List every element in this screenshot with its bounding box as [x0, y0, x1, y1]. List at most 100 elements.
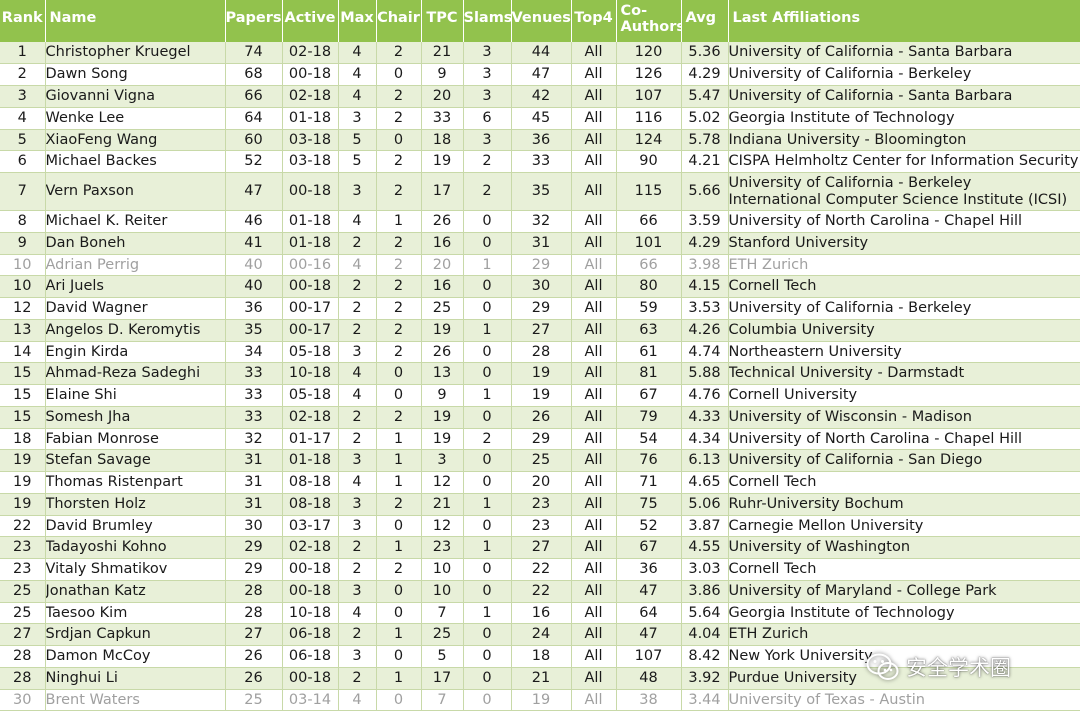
max-cell: 2	[338, 319, 377, 342]
table-row[interactable]: 1 Christopher Kruegel 74 02-18 4 2 21 3 44 All 120…	[0, 42, 1080, 65]
slams-cell: 0	[463, 580, 512, 603]
venues-cell: 45	[511, 107, 572, 130]
table-row[interactable]: 19 Thorsten Holz 31 08-18 3 2 21 1 23 All 75 5.06 Ru…	[0, 493, 1080, 516]
venues-cell: 30	[511, 275, 572, 298]
col-top4-header[interactable]: Top4	[571, 0, 617, 42]
tpc-cell: 9	[421, 384, 464, 407]
chair-cell: 2	[376, 341, 422, 364]
max-cell: 4	[338, 471, 377, 494]
max-cell: 2	[338, 623, 377, 646]
col-papers-header[interactable]: Papers	[225, 0, 283, 42]
venues-cell: 27	[511, 536, 572, 559]
table-row[interactable]: 28 Ninghui Li 26 00-18 2 1 17 0 21 All 48 3.92 Purdu…	[0, 667, 1080, 690]
chair-cell: 2	[376, 319, 422, 342]
name-cell: Dan Boneh	[45, 232, 226, 255]
slams-cell: 1	[463, 384, 512, 407]
table-row[interactable]: 3 Giovanni Vigna 66 02-18 4 2 20 3 42 All 107 5.47 U…	[0, 85, 1080, 108]
table-row[interactable]: 27 Srdjan Capkun 27 06-18 2 1 25 0 24 All 47 4.04 ET…	[0, 623, 1080, 646]
col-avg-header[interactable]: Avg	[681, 0, 729, 42]
table-row[interactable]: 28 Damon McCoy 26 06-18 3 0 5 0 18 All 107 8.42 New …	[0, 645, 1080, 668]
table-row[interactable]: 6 Michael Backes 52 03-18 5 2 19 2 33 All 90 4.21 CI…	[0, 150, 1080, 173]
venues-cell: 22	[511, 580, 572, 603]
chair-cell: 2	[376, 406, 422, 429]
table-row[interactable]: 7 Vern Paxson 47 00-18 3 2 17 2 35 All 115 5.66 Univ…	[0, 172, 1080, 211]
table-row[interactable]: 30 Brent Waters 25 03-14 4 0 7 0 19 All 38 3.44 Univ…	[0, 689, 1080, 712]
col-tpc-header[interactable]: TPC	[421, 0, 464, 42]
papers-cell: 25	[225, 689, 283, 712]
active-cell: 01-17	[282, 428, 339, 451]
name-cell: Elaine Shi	[45, 384, 226, 407]
max-cell: 2	[338, 275, 377, 298]
max-cell: 2	[338, 536, 377, 559]
tpc-cell: 10	[421, 580, 464, 603]
active-cell: 10-18	[282, 362, 339, 385]
table-row[interactable]: 2 Dawn Song 68 00-18 4 0 9 3 47 All 126 4.29 Univers…	[0, 63, 1080, 86]
venues-cell: 44	[511, 42, 572, 65]
coauthors-cell: 79	[616, 406, 682, 429]
col-chair-header[interactable]: Chair	[376, 0, 422, 42]
col-rank-header[interactable]: Rank	[0, 0, 46, 42]
table-row[interactable]: 22 David Brumley 30 03-17 3 0 12 0 23 All 52 3.87 Ca…	[0, 515, 1080, 538]
col-coauthors-header[interactable]: Co- Authors	[616, 0, 682, 42]
table-row[interactable]: 9 Dan Boneh 41 01-18 2 2 16 0 31 All 101 4.29 Stanfo…	[0, 232, 1080, 255]
venues-cell: 29	[511, 254, 572, 277]
slams-cell: 0	[463, 406, 512, 429]
max-cell: 4	[338, 42, 377, 65]
name-cell: David Wagner	[45, 297, 226, 320]
slams-cell: 3	[463, 63, 512, 86]
tpc-cell: 7	[421, 689, 464, 712]
table-row[interactable]: 18 Fabian Monrose 32 01-17 2 1 19 2 29 All 54 4.34 U…	[0, 428, 1080, 451]
col-max-header[interactable]: Max	[338, 0, 377, 42]
col-affiliations-header[interactable]: Last Affiliations	[728, 0, 1080, 42]
avg-cell: 3.03	[681, 558, 729, 581]
avg-cell: 3.86	[681, 580, 729, 603]
table-row[interactable]: 23 Tadayoshi Kohno 29 02-18 2 1 23 1 27 All 67 4.55…	[0, 536, 1080, 559]
name-cell: Giovanni Vigna	[45, 85, 226, 108]
col-slams-header[interactable]: Slams	[463, 0, 512, 42]
affiliation-line: International Computer Science Institute…	[728, 191, 1068, 208]
venues-cell: 27	[511, 319, 572, 342]
table-row[interactable]: 23 Vitaly Shmatikov 29 00-18 2 2 10 0 22 All 36 3.0…	[0, 558, 1080, 581]
coauthors-cell: 66	[616, 210, 682, 233]
top4-cell: All	[571, 645, 617, 668]
max-cell: 4	[338, 689, 377, 712]
top4-cell: All	[571, 362, 617, 385]
papers-cell: 74	[225, 42, 283, 65]
table-row[interactable]: 10 Adrian Perrig 40 00-16 4 2 20 1 29 All 66 3.98 ET…	[0, 254, 1080, 277]
name-cell: Angelos D. Keromytis	[45, 319, 226, 342]
table-row[interactable]: 25 Taesoo Kim 28 10-18 4 0 7 1 16 All 64 5.64 Georgi…	[0, 602, 1080, 625]
table-row[interactable]: 10 Ari Juels 40 00-18 2 2 16 0 30 All 80 4.15 Cornel…	[0, 275, 1080, 298]
table-row[interactable]: 25 Jonathan Katz 28 00-18 3 0 10 0 22 All 47 3.86 Un…	[0, 580, 1080, 603]
rank-cell: 23	[0, 536, 46, 559]
name-cell: Michael Backes	[45, 150, 226, 173]
active-cell: 02-18	[282, 85, 339, 108]
chair-cell: 2	[376, 107, 422, 130]
col-name-header[interactable]: Name	[45, 0, 226, 42]
table-row[interactable]: 19 Stefan Savage 31 01-18 3 1 3 0 25 All 76 6.13 Uni…	[0, 449, 1080, 472]
top4-cell: All	[571, 172, 617, 211]
table-row[interactable]: 4 Wenke Lee 64 01-18 3 2 33 6 45 All 116 5.02 Georgi…	[0, 107, 1080, 130]
col-venues-header[interactable]: Venues	[511, 0, 572, 42]
table-row[interactable]: 15 Ahmad-Reza Sadeghi 33 10-18 4 0 13 0 19 All 81 5…	[0, 362, 1080, 385]
papers-cell: 26	[225, 667, 283, 690]
coauthors-cell: 75	[616, 493, 682, 516]
top4-cell: All	[571, 232, 617, 255]
table-row[interactable]: 14 Engin Kirda 34 05-18 3 2 26 0 28 All 61 4.74 Nort…	[0, 341, 1080, 364]
name-cell: Jonathan Katz	[45, 580, 226, 603]
name-cell: XiaoFeng Wang	[45, 129, 226, 152]
chair-cell: 2	[376, 558, 422, 581]
venues-cell: 47	[511, 63, 572, 86]
table-row[interactable]: 8 Michael K. Reiter 46 01-18 4 1 26 0 32 All 66 3.5…	[0, 210, 1080, 233]
table-row[interactable]: 15 Somesh Jha 33 02-18 2 2 19 0 26 All 79 4.33 Unive…	[0, 406, 1080, 429]
tpc-cell: 16	[421, 275, 464, 298]
table-row[interactable]: 12 David Wagner 36 00-17 2 2 25 0 29 All 59 3.53 Uni…	[0, 297, 1080, 320]
table-row[interactable]: 19 Thomas Ristenpart 31 08-18 4 1 12 0 20 All 71 4.…	[0, 471, 1080, 494]
tpc-cell: 3	[421, 449, 464, 472]
table-row[interactable]: 15 Elaine Shi 33 05-18 4 0 9 1 19 All 67 4.76 Cornel…	[0, 384, 1080, 407]
table-row[interactable]: 5 XiaoFeng Wang 60 03-18 5 0 18 3 36 All 124 5.78 In…	[0, 129, 1080, 152]
affiliation-cell: University of North Carolina - Chapel Hi…	[728, 210, 1080, 233]
avg-cell: 5.66	[681, 172, 729, 211]
col-active-header[interactable]: Active	[282, 0, 339, 42]
venues-cell: 19	[511, 689, 572, 712]
table-row[interactable]: 13 Angelos D. Keromytis 35 00-17 2 2 19 1 27 All 6…	[0, 319, 1080, 342]
